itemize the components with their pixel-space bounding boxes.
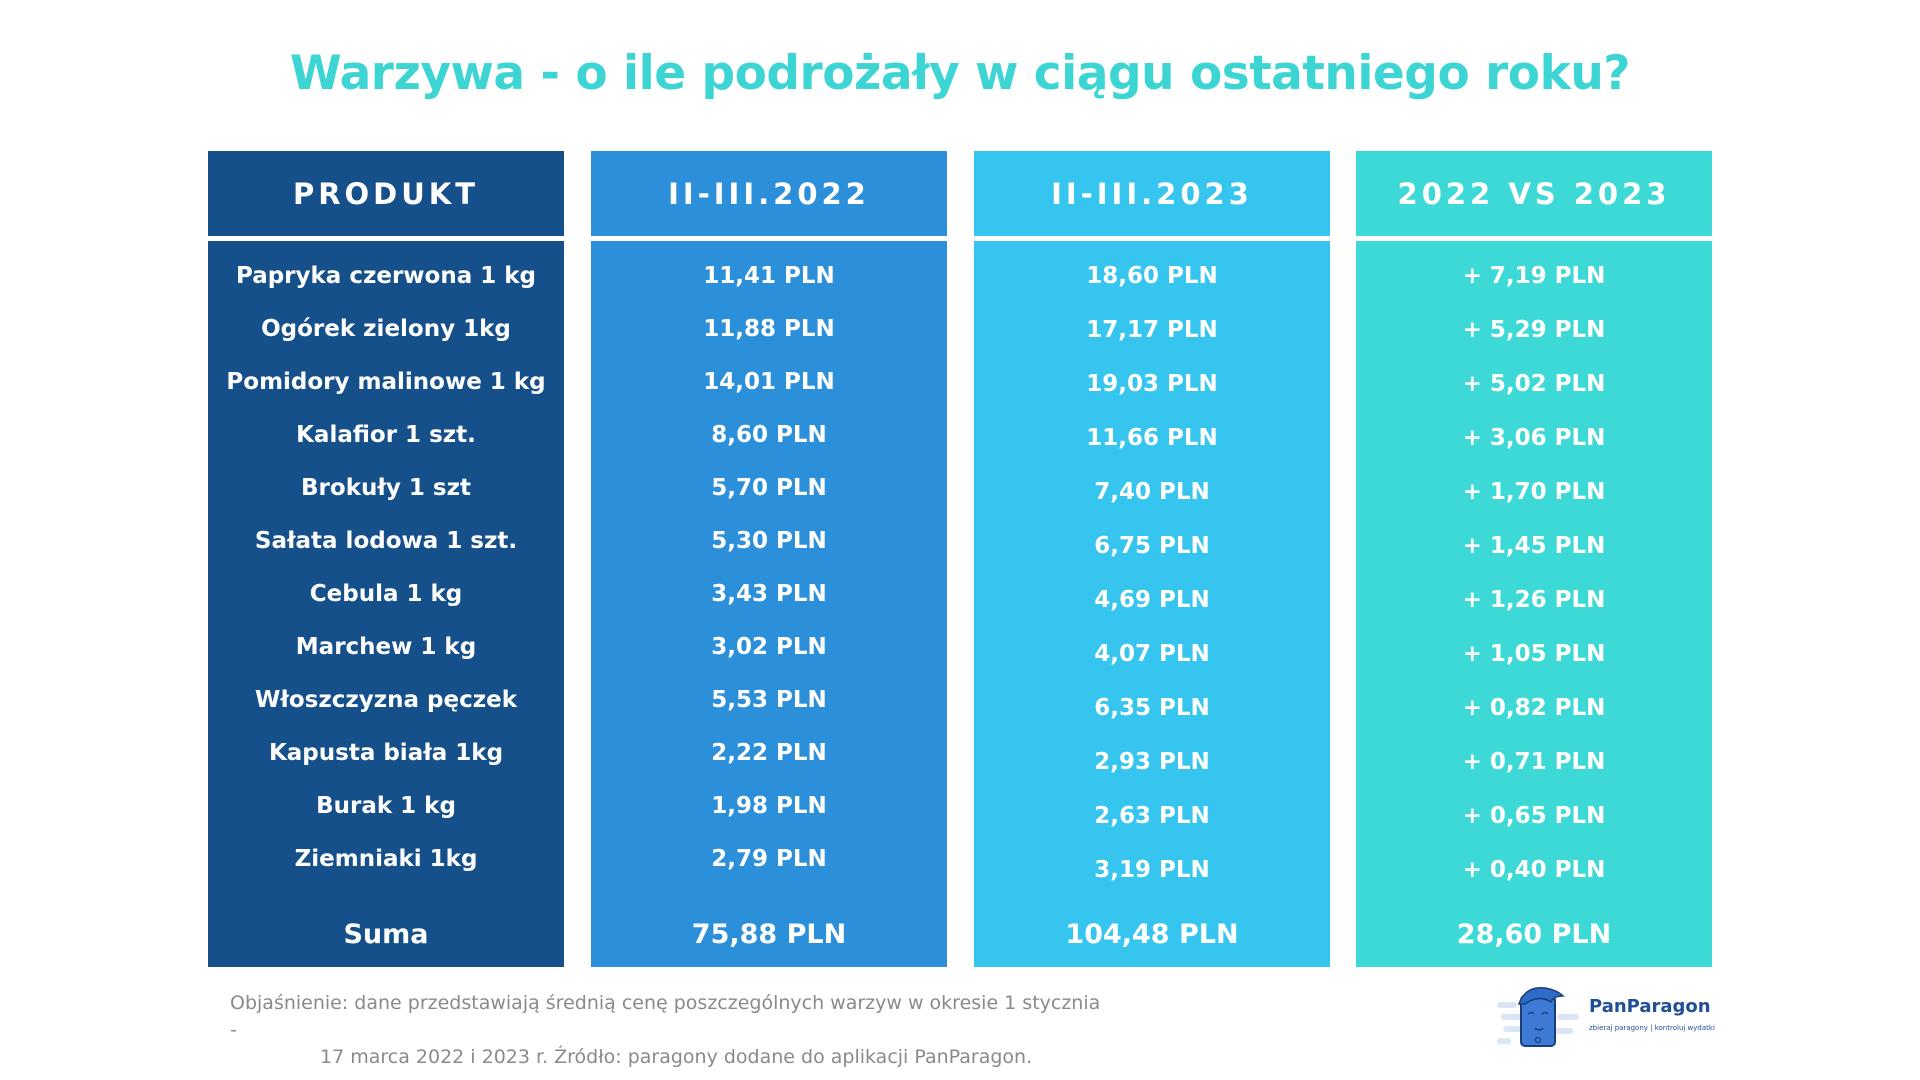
- product-cell: Ziemniaki 1kg: [294, 846, 478, 872]
- product-cell: Włoszczyzna pęczek: [254, 687, 518, 713]
- price-2023-cell: 18,60 PLN: [1086, 263, 1218, 289]
- price-2022-cell: 3,02 PLN: [711, 634, 827, 660]
- product-cell: Sałata lodowa 1 szt.: [254, 528, 518, 554]
- price-2023-cell: 7,40 PLN: [1094, 479, 1210, 505]
- price-2022-cell: 14,01 PLN: [703, 369, 835, 395]
- price-2023-cell: 3,19 PLN: [1094, 857, 1210, 883]
- column-2022: II-III.2022 11,41 PLN 11,88 PLN 14,01 PLN 8…: [591, 151, 947, 967]
- price-2023-cell: 6,35 PLN: [1094, 695, 1210, 721]
- price-2022-cell: 3,43 PLN: [711, 581, 827, 607]
- price-2022-cell: 5,70 PLN: [711, 475, 827, 501]
- price-2022-cell: 1,98 PLN: [711, 793, 827, 819]
- product-cell: Marchew 1 kg: [295, 634, 477, 660]
- price-2023-cell: 6,75 PLN: [1094, 533, 1210, 559]
- sum-product-cell: Suma: [343, 919, 429, 950]
- price-diff-cell: + 0,82 PLN: [1462, 695, 1606, 721]
- price-diff-cell: + 3,06 PLN: [1462, 425, 1606, 451]
- header-2022: II-III.2022: [668, 176, 870, 211]
- price-diff-cell: + 0,40 PLN: [1462, 857, 1606, 883]
- header-produkt: PRODUKT: [292, 176, 480, 211]
- header-divider: [208, 236, 564, 241]
- footnote-line-1: Objaśnienie: dane przedstawiają średnią …: [230, 992, 1101, 1041]
- page-title: Warzywa - o ile podrożały w ciągu ostatn…: [289, 46, 1631, 101]
- column-produkt: PRODUKT Papryka czerwona 1 kg Ogórek ziel…: [208, 151, 564, 967]
- price-diff-cell: + 5,29 PLN: [1462, 317, 1606, 343]
- product-cell: Burak 1 kg: [316, 793, 456, 819]
- column-diff: 2022 VS 2023 + 7,19 PLN + 5,29 PLN + 5,02 …: [1356, 151, 1712, 967]
- product-cell: Pomidory malinowe 1 kg: [226, 369, 546, 395]
- price-diff-cell: + 5,02 PLN: [1462, 371, 1606, 397]
- product-cell: Papryka czerwona 1 kg: [235, 263, 537, 289]
- price-2023-cell: 2,63 PLN: [1094, 803, 1210, 829]
- price-2023-cell: 17,17 PLN: [1086, 317, 1218, 343]
- product-cell: Brokuły 1 szt: [301, 475, 471, 501]
- price-2022-cell: 11,88 PLN: [703, 316, 835, 342]
- panparagon-logo: PanParagon zbieraj paragony | kontroluj …: [1495, 984, 1715, 1050]
- product-cell: Cebula 1 kg: [309, 581, 463, 607]
- price-2023-cell: 4,69 PLN: [1094, 587, 1210, 613]
- header-diff: 2022 VS 2023: [1397, 176, 1671, 211]
- logo-name: PanParagon: [1589, 996, 1711, 1017]
- header-divider: [1356, 236, 1712, 241]
- price-diff-cell: + 1,45 PLN: [1462, 533, 1606, 559]
- price-2022-cell: 5,30 PLN: [711, 528, 827, 554]
- sum-price-diff-cell: 28,60 PLN: [1456, 919, 1612, 950]
- price-diff-cell: + 1,70 PLN: [1462, 479, 1606, 505]
- price-diff-cell: + 0,65 PLN: [1462, 803, 1606, 829]
- price-2022-cell: 2,79 PLN: [711, 846, 827, 872]
- price-2023-cell: 11,66 PLN: [1086, 425, 1218, 451]
- price-2022-cell: 8,60 PLN: [711, 422, 827, 448]
- price-diff-cell: + 7,19 PLN: [1462, 263, 1606, 289]
- logo-tagline: zbieraj paragony | kontroluj wydatki: [1589, 1024, 1715, 1032]
- price-2023-cell: 2,93 PLN: [1094, 749, 1210, 775]
- product-cell: Ogórek zielony 1kg: [261, 316, 511, 342]
- price-2022-cell: 2,22 PLN: [711, 740, 827, 766]
- price-2022-cell: 5,53 PLN: [711, 687, 827, 713]
- header-divider: [974, 236, 1330, 241]
- header-divider: [591, 236, 947, 241]
- header-2023: II-III.2023: [1051, 176, 1253, 211]
- mascot-icon: [1497, 987, 1579, 1047]
- price-2022-cell: 11,41 PLN: [703, 263, 835, 289]
- price-2023-cell: 19,03 PLN: [1086, 371, 1218, 397]
- price-diff-cell: + 1,26 PLN: [1462, 587, 1606, 613]
- footnote: Objaśnienie: dane przedstawiają średnią …: [230, 990, 1110, 1071]
- sum-price-2022-cell: 75,88 PLN: [691, 919, 847, 950]
- column-2023: II-III.2023 18,60 PLN 17,17 PLN 19,03 PLN 1…: [974, 151, 1330, 967]
- price-2023-cell: 4,07 PLN: [1094, 641, 1210, 667]
- price-diff-cell: + 0,71 PLN: [1462, 749, 1606, 775]
- price-diff-cell: + 1,05 PLN: [1462, 641, 1606, 667]
- product-cell: Kapusta biała 1kg: [268, 740, 504, 766]
- product-cell: Kalafior 1 szt.: [296, 422, 476, 448]
- footnote-line-2: 17 marca 2022 i 2023 r. Źródło: paragony…: [320, 1046, 1033, 1068]
- sum-price-2023-cell: 104,48 PLN: [1065, 919, 1239, 950]
